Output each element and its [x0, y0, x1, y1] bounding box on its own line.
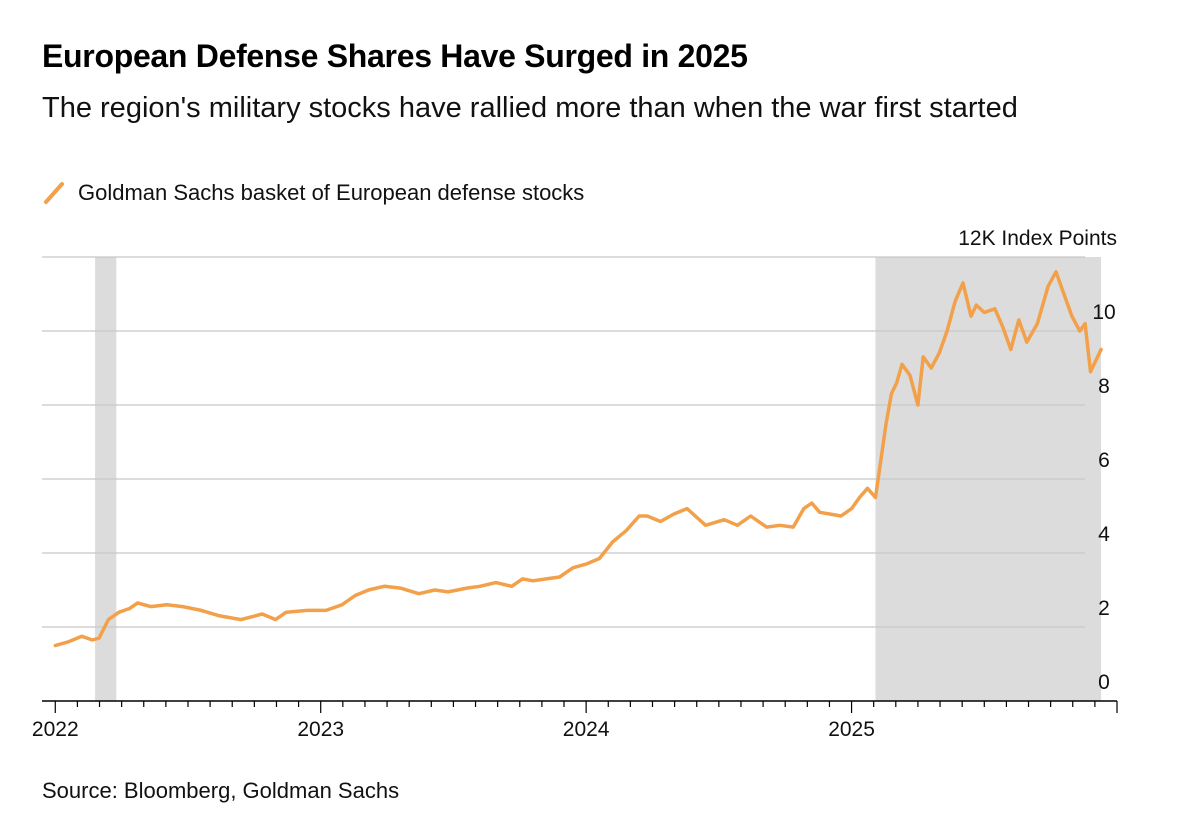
x-tick-label-2023: 2023: [297, 718, 344, 741]
chart-subtitle: The region's military stocks have rallie…: [42, 92, 1018, 124]
chart-title: European Defense Shares Have Surged in 2…: [42, 38, 748, 74]
legend-swatch-line: [44, 182, 64, 204]
source-note: Source: Bloomberg, Goldman Sachs: [42, 778, 400, 803]
legend-swatch-icon: [44, 182, 64, 204]
y-tick-label-2: 2: [1098, 597, 1110, 620]
x-tick-label-2024: 2024: [563, 718, 610, 741]
y-axis-labels: 0 2 4 6 8 10 12K Index Points: [958, 227, 1117, 694]
y-axis-unit-label: 12K Index Points: [958, 227, 1117, 250]
legend: Goldman Sachs basket of European defense…: [42, 178, 584, 208]
x-tick-label-2025: 2025: [828, 718, 875, 741]
legend-label: Goldman Sachs basket of European defense…: [78, 180, 585, 205]
y-tick-label-8: 8: [1098, 375, 1110, 398]
y-tick-label-4: 4: [1098, 523, 1110, 546]
series-line-1: [53, 270, 1103, 648]
y-tick-label-10: 10: [1092, 301, 1115, 324]
y-tick-label-6: 6: [1098, 449, 1110, 472]
y-tick-label-0: 0: [1098, 671, 1110, 694]
gridlines: [42, 256, 1085, 628]
line-chart: 0 2 4 6 8 10 12K Index Points 2022 2023 2024 2025: [32, 227, 1118, 741]
x-tick-label-2022: 2022: [32, 718, 79, 741]
x-axis: 2022 2023 2024 2025: [32, 700, 1118, 741]
series-group: [53, 270, 1103, 648]
